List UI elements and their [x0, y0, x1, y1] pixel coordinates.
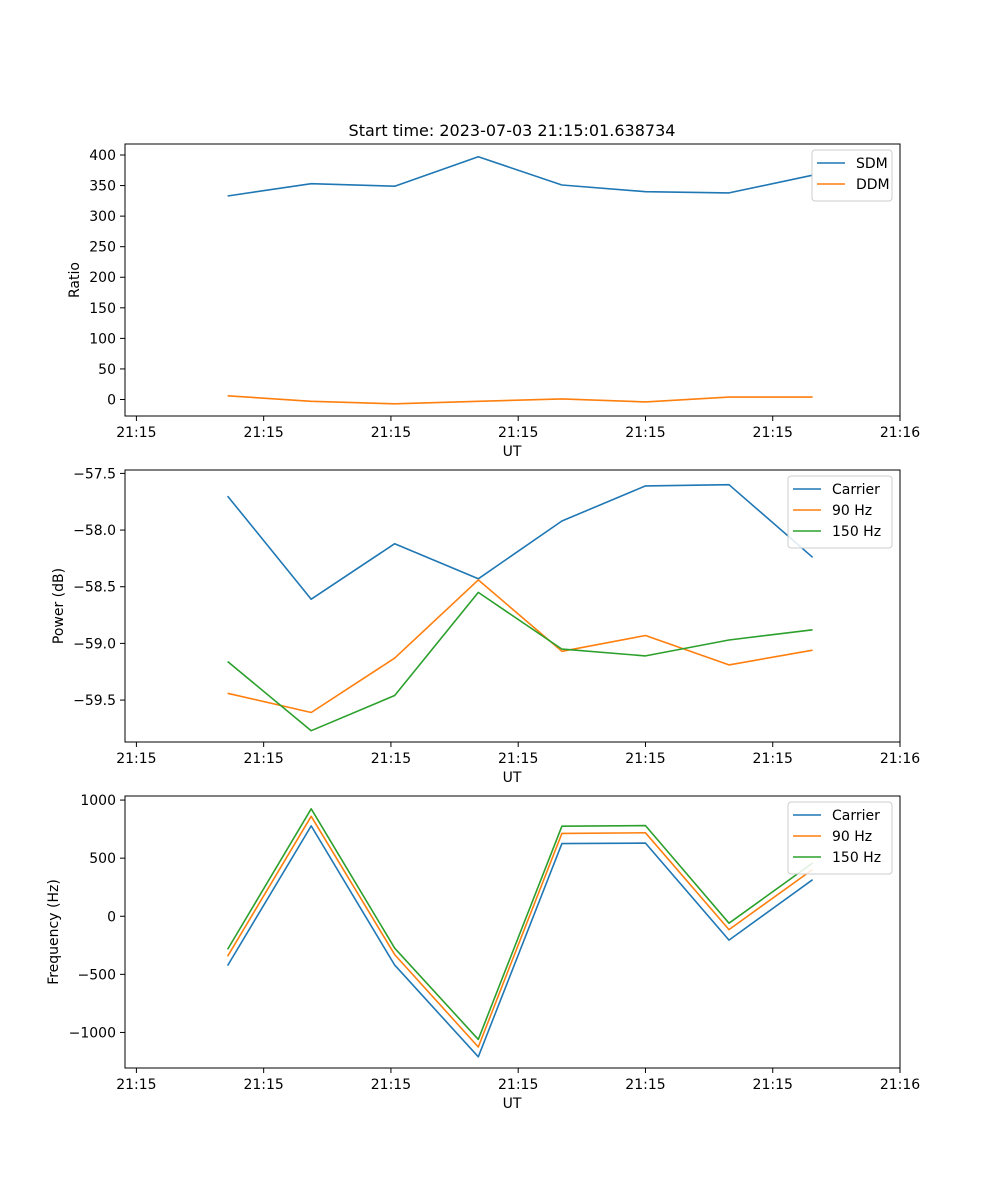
ratio-y-tick-label: 100 — [89, 331, 116, 347]
frequency-legend-box — [787, 801, 893, 875]
ratio-legend-label-sdm: SDM — [856, 156, 888, 172]
power-y-axis-label: Power (dB) — [51, 568, 67, 644]
ratio-x-tick-label: 21:15 — [371, 425, 411, 441]
power-x-axis-label: UT — [503, 770, 522, 786]
ratio-legend: SDM DDM — [811, 149, 893, 202]
ratio-y-tick-label: 0 — [107, 392, 116, 408]
frequency-y-tick-label: 500 — [89, 851, 116, 867]
power-legend-box — [787, 475, 893, 549]
power-y-tick-label: −57.5 — [73, 466, 116, 482]
power-series-90-hz-line — [227, 579, 813, 714]
ratio-y-tick-label: 50 — [98, 362, 116, 378]
power-x-tick-label: 21:16 — [880, 751, 920, 767]
power-y-tick-label: −59.0 — [73, 636, 116, 652]
frequency-x-tick-label: 21:15 — [371, 1077, 411, 1093]
frequency-x-tick-label: 21:15 — [243, 1077, 283, 1093]
ratio-y-axis-label: Ratio — [67, 262, 83, 298]
power-x-tick-label: 21:15 — [116, 751, 156, 767]
ratio-series-sdm-line — [227, 156, 813, 197]
frequency-series-carrier-line — [226, 825, 814, 1058]
frequency-legend-label-carrier: Carrier — [832, 808, 880, 824]
ratio-y-tick-label: 150 — [89, 301, 116, 317]
power-legend-label-90-hz: 90 Hz — [832, 503, 872, 519]
power-legend-label-150-hz: 150 Hz — [832, 524, 881, 540]
power-y-tick-label: −58.0 — [73, 523, 116, 539]
power-x-tick-label: 21:15 — [371, 751, 411, 767]
ratio-x-tick-label: 21:15 — [625, 425, 665, 441]
frequency-chart-panel: 21:15 21:15 21:15 21:15 21:15 21:15 21:16 −1000… — [46, 793, 920, 1112]
ratio-series-ddm-line — [227, 395, 813, 405]
ratio-y-tick-label: 400 — [89, 148, 116, 164]
power-series-carrier-line — [226, 483, 814, 601]
power-x-tick-label: 21:15 — [498, 751, 538, 767]
ratio-x-tick-label: 21:16 — [880, 425, 920, 441]
frequency-y-tick-label: −500 — [78, 967, 116, 983]
ratio-legend-label-ddm: DDM — [856, 177, 890, 193]
ratio-x-axis-label: UT — [503, 444, 522, 460]
frequency-legend: Carrier 90 Hz 150 Hz — [787, 801, 893, 875]
ratio-plot-frame — [124, 143, 901, 417]
power-legend: Carrier 90 Hz 150 Hz — [787, 475, 893, 549]
power-series-150-hz-line — [227, 591, 813, 732]
ratio-x-tick-label: 21:15 — [243, 425, 283, 441]
ratio-y-tick-label: 200 — [89, 270, 116, 286]
frequency-x-tick-label: 21:15 — [753, 1077, 793, 1093]
power-y-tick-label: −59.5 — [73, 693, 116, 709]
ratio-x-tick-label: 21:15 — [753, 425, 793, 441]
power-x-tick-label: 21:15 — [625, 751, 665, 767]
frequency-x-tick-label: 21:16 — [880, 1077, 920, 1093]
frequency-legend-label-150-hz: 150 Hz — [832, 850, 881, 866]
frequency-y-tick-label: −1000 — [69, 1025, 116, 1041]
frequency-series-150-hz-line — [226, 807, 814, 1041]
frequency-x-tick-label: 21:15 — [625, 1077, 665, 1093]
ratio-y-tick-label: 350 — [89, 179, 116, 195]
frequency-y-axis-label: Frequency (Hz) — [46, 879, 62, 985]
frequency-x-axis-label: UT — [503, 1096, 522, 1112]
power-x-tick-label: 21:15 — [753, 751, 793, 767]
power-y-tick-label: −58.5 — [73, 580, 116, 596]
power-chart-panel: 21:15 21:15 21:15 21:15 21:15 21:15 21:16 −59.5… — [51, 466, 920, 786]
ratio-y-tick-label: 250 — [89, 240, 116, 256]
frequency-y-tick-label: 1000 — [80, 793, 116, 809]
ratio-x-tick-label: 21:15 — [116, 425, 156, 441]
frequency-y-tick-label: 0 — [107, 909, 116, 925]
frequency-legend-label-90-hz: 90 Hz — [832, 829, 872, 845]
ratio-chart-panel: 21:15 21:15 21:15 21:15 21:15 21:15 21:16 0 50 10… — [67, 143, 920, 460]
power-x-tick-label: 21:15 — [243, 751, 283, 767]
ratio-y-tick-label: 300 — [89, 209, 116, 225]
frequency-series-90-hz-line — [226, 815, 814, 1048]
frequency-x-tick-label: 21:15 — [116, 1077, 156, 1093]
power-legend-label-carrier: Carrier — [832, 482, 880, 498]
ratio-x-tick-label: 21:15 — [498, 425, 538, 441]
frequency-x-tick-label: 21:15 — [498, 1077, 538, 1093]
power-plot-frame — [124, 469, 901, 743]
frequency-plot-frame — [124, 795, 901, 1069]
chart-title: Start time: 2023-07-03 21:15:01.638734 — [349, 121, 676, 140]
